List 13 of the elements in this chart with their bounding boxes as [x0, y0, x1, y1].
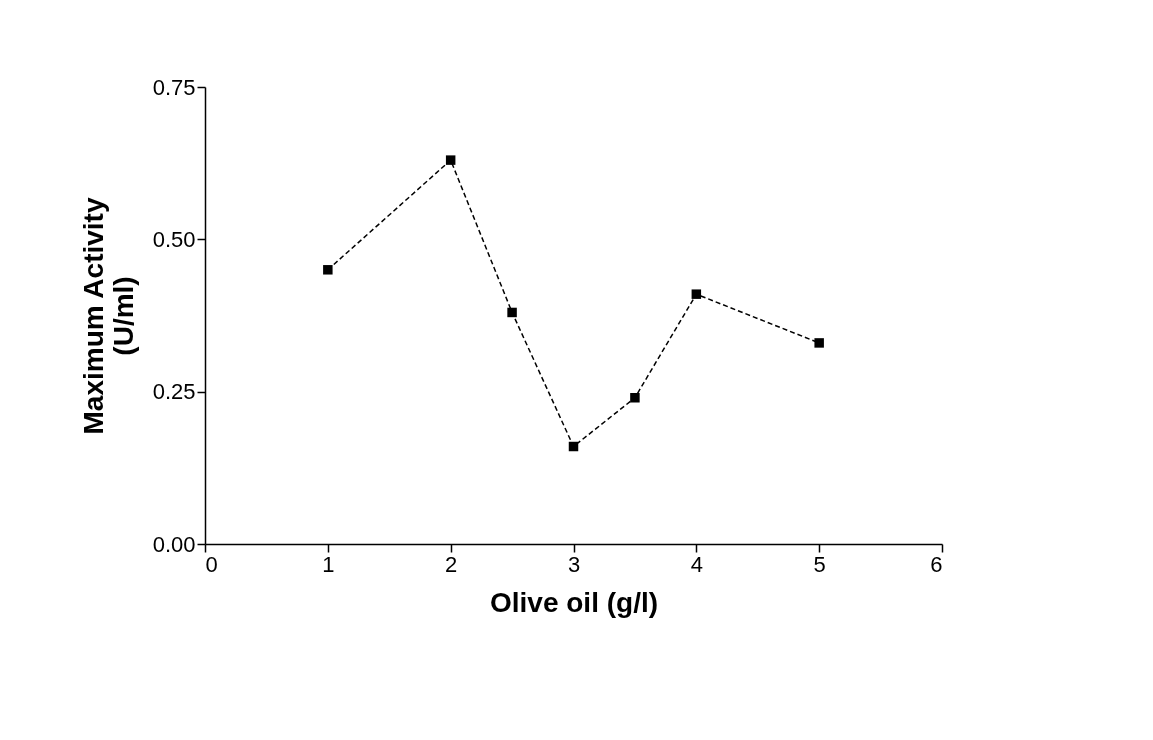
x-tick-label: 3 [567, 551, 581, 577]
x-tick-label: 0 [205, 551, 218, 577]
y-tick-label: 0.25 [152, 379, 196, 405]
y-tick-label: 0.50 [152, 226, 196, 252]
x-tick-label: 1 [322, 551, 335, 577]
x-tick-label: 2 [445, 551, 458, 577]
y-axis-title: Maximum Activity (U/ml) [77, 197, 139, 435]
x-tick-label: 6 [930, 551, 943, 577]
y-tick-label: 0.00 [152, 531, 196, 557]
x-tick-label: 5 [813, 551, 826, 577]
x-tick-label: 4 [690, 551, 703, 577]
x-axis-title: Olive oil (g/l) [489, 586, 659, 618]
y-tick-label: 0.75 [152, 74, 196, 100]
